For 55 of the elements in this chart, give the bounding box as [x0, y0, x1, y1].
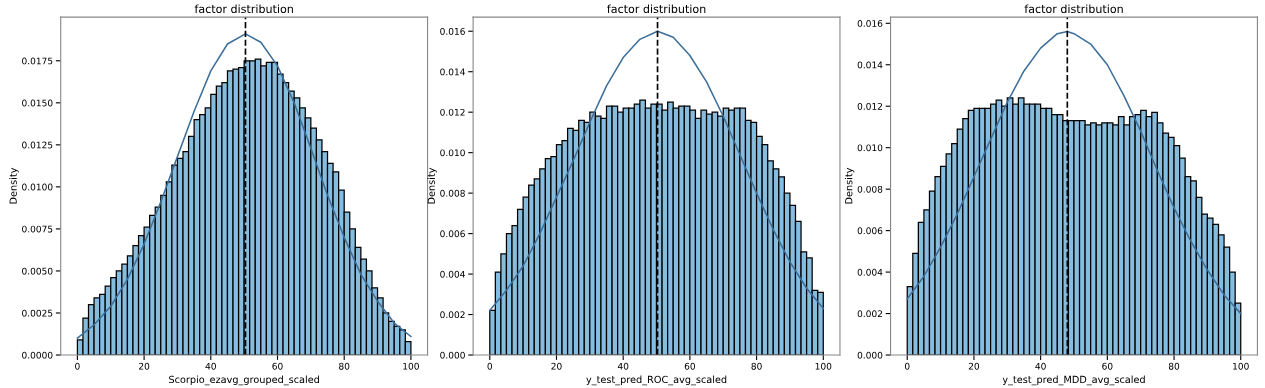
x-tick-label: 20 — [968, 362, 980, 370]
x-axis-title: Scorpio_ezavg_grouped_scaled — [169, 375, 319, 386]
y-tick-label: 0.012 — [440, 108, 465, 116]
y-tick-label: 0.016 — [857, 20, 883, 27]
y-tick-label: 0.012 — [857, 102, 883, 110]
y-axis-title: Density — [844, 167, 855, 204]
x-tick-label: 80 — [339, 362, 350, 370]
chart-title: factor distribution — [607, 4, 706, 14]
x-tick-label: 80 — [1168, 362, 1180, 370]
y-tick-label: 0.0100 — [22, 183, 53, 191]
y-tick-label: 0.0150 — [22, 99, 53, 107]
y-tick-label: 0.008 — [440, 189, 465, 197]
x-tick-label: 100 — [1233, 362, 1249, 370]
y-tick-label: 0.010 — [440, 149, 465, 157]
x-tick-label: 80 — [751, 362, 762, 370]
x-tick-label: 0 — [904, 362, 910, 370]
chart-title: factor distribution — [1024, 4, 1123, 14]
x-tick-label: 60 — [684, 362, 696, 370]
y-tick-label: 0.0000 — [22, 351, 53, 359]
y-tick-label: 0.0025 — [22, 309, 53, 317]
y-tick-label: 0.000 — [440, 351, 465, 359]
y-tick-label: 0.014 — [440, 68, 465, 76]
x-tick-label: 40 — [205, 362, 216, 370]
x-tick-label: 60 — [272, 362, 283, 370]
chart-title: factor distribution — [194, 4, 293, 14]
y-tick-label: 0.004 — [857, 268, 883, 276]
y-tick-label: 0.006 — [440, 230, 465, 238]
x-tick-label: 20 — [551, 362, 562, 370]
y-tick-label: 0.0175 — [22, 57, 53, 65]
x-tick-label: 40 — [617, 362, 629, 370]
y-tick-label: 0.016 — [440, 27, 465, 35]
x-tick-label: 100 — [403, 362, 419, 370]
y-axis-title: Density — [9, 167, 19, 204]
y-tick-label: 0.014 — [857, 61, 883, 69]
x-axis-title: y_test_pred_MDD_avg_scaled — [1002, 375, 1145, 386]
y-tick-label: 0.006 — [857, 227, 883, 235]
x-tick-label: 0 — [75, 362, 80, 370]
y-tick-label: 0.004 — [440, 270, 465, 278]
y-tick-label: 0.000 — [857, 351, 883, 359]
y-tick-label: 0.002 — [857, 310, 883, 318]
x-tick-label: 60 — [1102, 362, 1113, 370]
x-tick-label: 0 — [487, 362, 493, 370]
y-tick-label: 0.002 — [440, 311, 465, 319]
y-tick-label: 0.008 — [857, 185, 883, 193]
x-axis-title: y_test_pred_ROC_avg_scaled — [586, 375, 727, 386]
y-tick-label: 0.0125 — [22, 141, 53, 149]
x-tick-label: 100 — [815, 362, 832, 370]
line-series — [906, 30, 1242, 315]
y-tick-label: 0.0050 — [22, 267, 53, 275]
y-tick-label: 0.0075 — [22, 225, 53, 233]
y-axis-title: Density — [427, 167, 437, 204]
x-tick-label: 40 — [1035, 362, 1046, 370]
line-series — [489, 30, 825, 312]
x-tick-label: 20 — [139, 362, 150, 370]
y-tick-label: 0.010 — [857, 144, 883, 152]
